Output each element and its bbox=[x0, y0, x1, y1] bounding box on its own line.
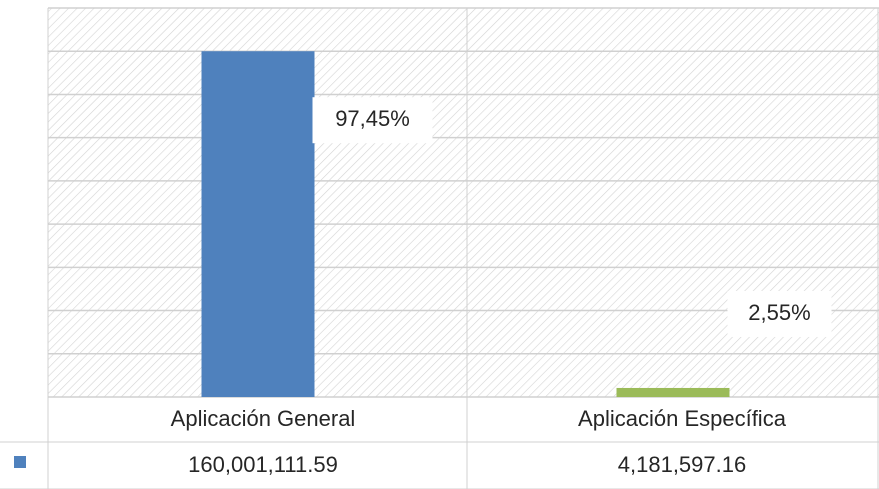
category-label: Aplicación Específica bbox=[578, 406, 787, 431]
plot-area bbox=[48, 8, 879, 397]
legend-key bbox=[14, 456, 26, 468]
bar bbox=[201, 51, 315, 397]
category-label: Aplicación General bbox=[171, 406, 356, 431]
data-label-box bbox=[312, 97, 433, 144]
data-label: 2,55% bbox=[748, 300, 810, 325]
data-label: 97,45% bbox=[335, 106, 410, 131]
table-value: 160,001,111.59 bbox=[188, 452, 338, 477]
table-value: 4,181,597.16 bbox=[618, 452, 746, 477]
data-label-box bbox=[727, 290, 832, 337]
bar bbox=[616, 387, 730, 397]
